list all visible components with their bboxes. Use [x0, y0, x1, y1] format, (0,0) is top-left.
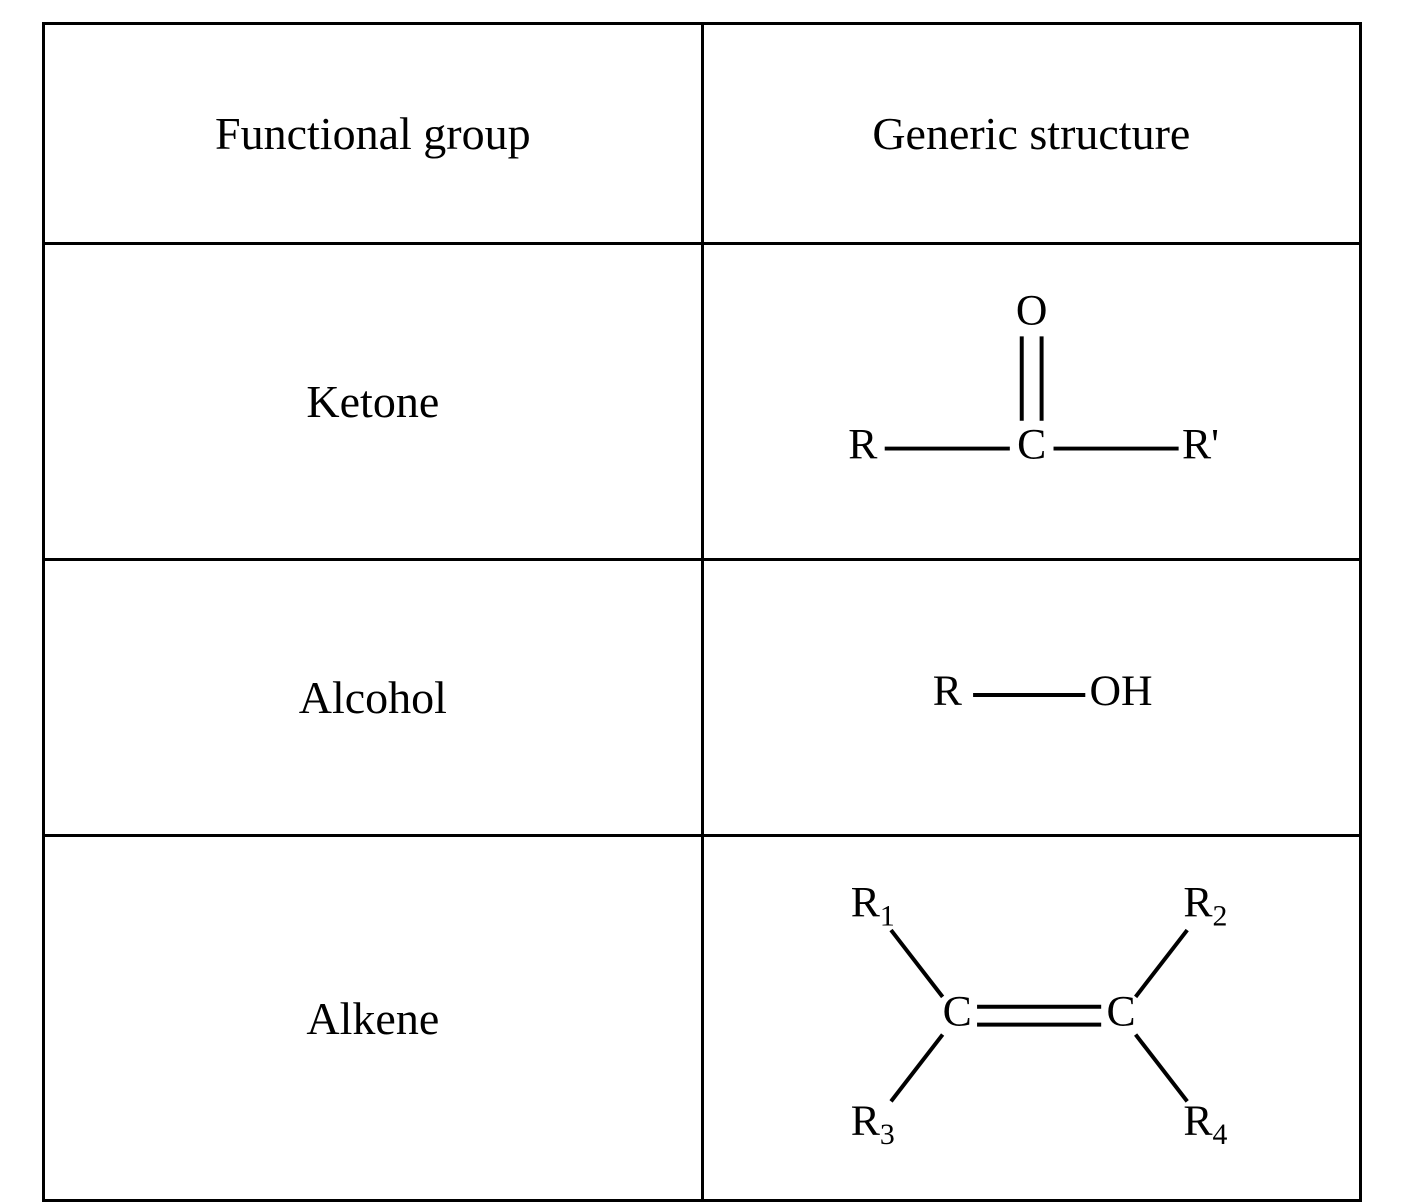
svg-text:R': R': [1182, 421, 1219, 469]
header-functional-group: Functional group: [44, 24, 703, 244]
row-structure-alcohol: R OH: [702, 559, 1360, 835]
svg-text:C: C: [942, 988, 971, 1036]
functional-groups-table: Functional groupGeneric structureKetoneR…: [42, 22, 1362, 1202]
ketone-structure: R C O R': [704, 245, 1359, 553]
page: Functional groupGeneric structureKetoneR…: [0, 0, 1401, 1204]
svg-text:R2: R2: [1183, 878, 1227, 932]
row-label-alcohol: Alcohol: [44, 559, 703, 835]
alcohol-structure: R OH: [704, 561, 1359, 829]
svg-text:C: C: [1017, 421, 1046, 469]
svg-text:O: O: [1016, 287, 1048, 335]
svg-text:R4: R4: [1183, 1097, 1227, 1151]
svg-text:C: C: [1106, 988, 1135, 1036]
row-label-alkene: Alkene: [44, 835, 703, 1200]
alkene-structure: C C R1 R2 R3 R4: [704, 837, 1359, 1194]
svg-text:R: R: [932, 667, 962, 715]
svg-text:OH: OH: [1089, 667, 1152, 715]
svg-text:R1: R1: [850, 878, 894, 932]
svg-text:R3: R3: [850, 1097, 894, 1151]
svg-text:R: R: [848, 421, 878, 469]
header-generic-structure: Generic structure: [702, 24, 1360, 244]
row-structure-alkene: C C R1 R2 R3 R4: [702, 835, 1360, 1200]
row-structure-ketone: R C O R': [702, 244, 1360, 560]
row-label-ketone: Ketone: [44, 244, 703, 560]
